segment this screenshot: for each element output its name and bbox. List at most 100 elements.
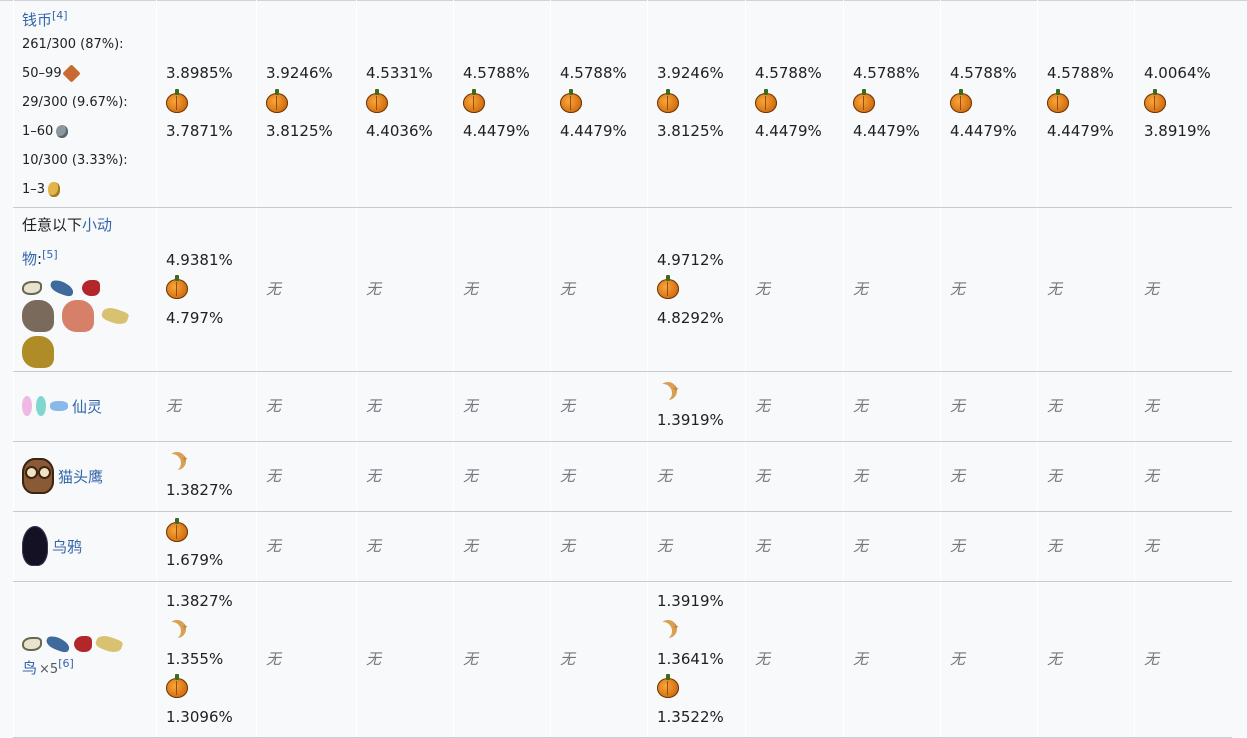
no-drop-text: 无 [755, 279, 771, 298]
icon-line [166, 447, 256, 476]
drop-rate-value: 1.3919% [657, 591, 724, 610]
drop-cell-content: 无 [1047, 462, 1134, 491]
birds-link[interactable]: 鸟 [22, 659, 38, 677]
no-drop-text: 无 [1047, 466, 1063, 485]
drop-cell-content: 无 [1047, 532, 1134, 561]
table-row: 仙灵 无 无 无 无 无 1.3919% 无 无 无 无 无 [13, 371, 1232, 442]
drop-cell: 无 [1037, 511, 1135, 582]
table-row: 钱币[4] 261/300 (87%): 50–99 29/300 (9.67%): 1… [13, 0, 1232, 208]
raven-link[interactable]: 乌鸦 [52, 537, 83, 556]
drop-cell: 无 [843, 207, 941, 372]
drop-rate-value: 3.8125% [266, 122, 333, 141]
moon-icon [166, 451, 190, 473]
drop-cell-content: 无 [755, 275, 843, 304]
critters-link-cont[interactable]: 物 [22, 249, 38, 268]
critters-link[interactable]: 小动 [82, 215, 113, 234]
drop-rate-value: 4.797% [166, 308, 224, 327]
drop-cell: 无 [1134, 441, 1232, 512]
drop-rate-value: 4.5788% [463, 64, 530, 83]
moon-icon [166, 619, 190, 641]
source-cell-birds: 鸟 ×5[6] [13, 581, 157, 738]
drop-cell-content: 无 [950, 275, 1037, 304]
pumpkin-icon [657, 88, 679, 113]
reference-link[interactable]: [6] [58, 657, 74, 670]
drop-cell: 无 [745, 511, 844, 582]
drop-cell-content: 无 [366, 645, 453, 674]
drop-cell-content: 无 [366, 462, 453, 491]
drop-cell-content: 无 [560, 462, 647, 491]
drop-rate-value: 3.9246% [266, 64, 333, 83]
drop-rate-value: 1.3522% [657, 707, 724, 726]
no-drop-text: 无 [463, 396, 479, 415]
drop-rate-value: 3.9246% [657, 64, 724, 83]
drop-cell: 无 [453, 581, 551, 738]
no-drop-text: 无 [560, 466, 576, 485]
drop-cell-content: 3.9246% 3.8125% [266, 59, 356, 146]
pumpkin-icon [1144, 88, 1166, 113]
no-drop-text: 无 [463, 279, 479, 298]
coin-line-text: 29/300 (9.67%): [22, 95, 128, 111]
owl-link[interactable]: 猫头鹰 [58, 467, 104, 486]
no-drop-text: 无 [853, 279, 869, 298]
bird-red-icon [74, 636, 92, 652]
no-drop-text: 无 [657, 466, 673, 485]
icon-line [755, 88, 843, 117]
pumpkin-icon [950, 88, 972, 113]
drop-rate-value: 4.5788% [1047, 64, 1114, 83]
drop-cell: 无 [156, 371, 257, 442]
drop-cell: 无 [1134, 511, 1232, 582]
fairy-teal-icon [36, 396, 46, 416]
drop-cell: 无 [356, 511, 454, 582]
drop-cell: 无 [745, 207, 844, 372]
source-cell-critters: 任意以下小动 物:[5] [13, 207, 157, 372]
drop-cell: 无 [356, 441, 454, 512]
drop-cell-content: 1.3827% [166, 447, 256, 505]
drop-rate-value: 3.8919% [1144, 122, 1211, 141]
drop-rate-value: 4.5788% [950, 64, 1017, 83]
icon-line [657, 674, 745, 703]
no-drop-text: 无 [755, 536, 771, 555]
drop-cell: 无 [550, 511, 648, 582]
no-drop-text: 无 [560, 396, 576, 415]
drop-rate-value: 4.4479% [853, 122, 920, 141]
drop-cell-content: 4.5331% 4.4036% [366, 59, 453, 146]
source-title: 鸟 ×5[6] [22, 652, 156, 682]
drop-cell: 无 [550, 581, 648, 738]
no-drop-text: 无 [657, 536, 673, 555]
pumpkin-icon [755, 88, 777, 113]
no-drop-text: 无 [560, 536, 576, 555]
drop-cell-content: 4.5788% 4.4479% [560, 59, 647, 146]
drop-cell: 4.5788% 4.4479% [550, 0, 648, 208]
icon-line [166, 517, 256, 546]
source-cell-owl: 猫头鹰 [13, 441, 157, 512]
drop-cell: 无 [550, 371, 648, 442]
drop-rate-value: 4.5788% [560, 64, 627, 83]
drop-cell: 无 [1134, 371, 1232, 442]
drop-cell-content: 1.3919% [657, 377, 745, 435]
no-drop-text: 无 [755, 649, 771, 668]
drop-cell-content: 无 [755, 392, 843, 421]
source-title: 钱币[4] [22, 1, 156, 30]
pumpkin-icon [657, 275, 679, 299]
reference-link[interactable]: [4] [52, 9, 68, 23]
drop-cell-content: 无 [463, 532, 550, 561]
coins-link[interactable]: 钱币 [22, 11, 53, 30]
fairy-link[interactable]: 仙灵 [72, 397, 103, 416]
owl-icon [22, 458, 54, 494]
drop-cell: 无 [843, 371, 941, 442]
no-drop-text: 无 [266, 279, 282, 298]
no-drop-text: 无 [1144, 396, 1160, 415]
drop-cell-content: 无 [266, 532, 356, 561]
icon-line [950, 88, 1037, 117]
no-drop-text: 无 [266, 536, 282, 555]
icon-line [166, 674, 256, 703]
reference-link[interactable]: [5] [42, 247, 58, 261]
drop-rate-value: 4.5788% [755, 64, 822, 83]
drop-rate-value: 4.5331% [366, 64, 433, 83]
drop-cell-content: 无 [560, 275, 647, 304]
drop-cell: 无 [940, 441, 1038, 512]
drop-cell: 无 [940, 511, 1038, 582]
moon-icon [657, 619, 681, 641]
pumpkin-icon [463, 88, 485, 113]
table-row: 乌鸦 1.679% 无 无 无 无 无 无 无 无 无 无 [13, 511, 1232, 582]
